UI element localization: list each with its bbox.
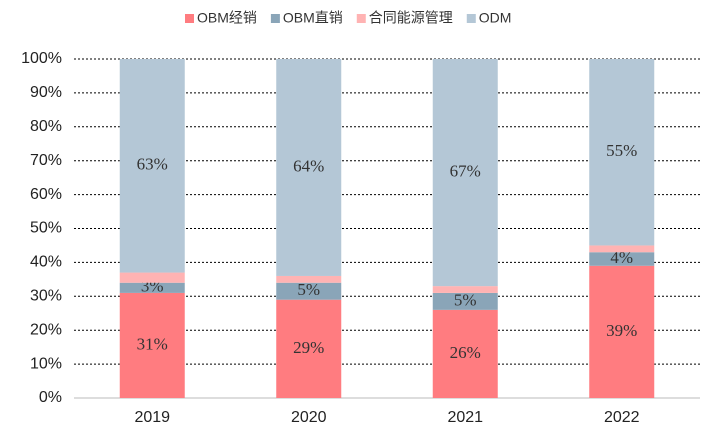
bar-segment [432, 59, 498, 287]
x-tick-label: 2022 [604, 409, 640, 426]
bar-segment [432, 292, 498, 310]
y-tick-label: 30% [30, 288, 62, 305]
y-tick-label: 80% [30, 118, 62, 135]
bar-segment [589, 265, 655, 398]
bar-segment [589, 252, 655, 266]
bar-segment [119, 292, 185, 398]
legend-label: OBM经销 [197, 10, 257, 26]
data-label: 64% [293, 156, 324, 175]
legend-swatch [185, 14, 194, 23]
data-label: 4% [610, 248, 633, 267]
bar-segment [119, 282, 185, 293]
y-tick-label: 50% [30, 220, 62, 237]
legend-swatch [466, 14, 476, 23]
data-label: 26% [450, 343, 481, 362]
legend-label: ODM [479, 10, 512, 26]
data-label: 29% [293, 338, 324, 357]
bar-segment [119, 59, 185, 273]
bar-segment [432, 309, 498, 398]
bar-segment [119, 272, 185, 283]
data-label: 31% [137, 334, 168, 353]
y-tick-label: 10% [30, 355, 62, 372]
legend-label: OBM直销 [283, 10, 343, 26]
legend-swatch [356, 14, 366, 23]
x-tick-label: 2020 [291, 409, 327, 426]
data-label: 39% [606, 321, 637, 340]
y-tick-label: 20% [30, 321, 62, 338]
bar-segment [276, 299, 342, 398]
data-label: 55% [606, 141, 637, 160]
data-label: 5% [297, 280, 320, 299]
data-label: 63% [137, 155, 168, 174]
y-tick-label: 100% [21, 50, 62, 67]
x-tick-label: 2021 [447, 409, 483, 426]
y-tick-label: 70% [30, 152, 62, 169]
legend-label: 合同能源管理 [369, 10, 453, 26]
bar-segment [276, 59, 342, 276]
bar-segment [589, 245, 655, 253]
bar-segment [432, 286, 498, 293]
bar-segment [276, 282, 342, 300]
bar-segment [589, 59, 655, 246]
bar-segment [276, 275, 342, 283]
y-tick-label: 60% [30, 186, 62, 203]
data-label: 67% [450, 161, 481, 180]
y-tick-label: 40% [30, 254, 62, 271]
legend-swatch [270, 14, 280, 23]
y-tick-label: 0% [39, 389, 62, 406]
x-tick-label: 2019 [134, 409, 170, 426]
y-tick-label: 90% [30, 84, 62, 101]
data-label: 5% [454, 290, 477, 309]
